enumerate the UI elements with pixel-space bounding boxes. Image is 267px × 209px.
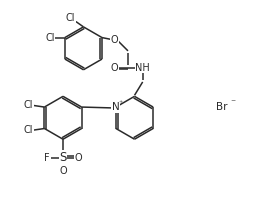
Text: O: O [59, 166, 67, 176]
Text: ⁻: ⁻ [231, 98, 236, 108]
Text: Cl: Cl [24, 125, 33, 135]
Text: O: O [111, 35, 119, 45]
Text: N: N [112, 102, 120, 112]
Text: Br: Br [216, 102, 227, 112]
Text: O: O [111, 63, 118, 73]
Text: Cl: Cl [45, 33, 55, 43]
Text: F: F [44, 153, 50, 163]
Text: S: S [59, 151, 67, 164]
Text: NH: NH [135, 63, 150, 73]
Text: ⁺: ⁺ [118, 99, 123, 108]
Text: Cl: Cl [66, 13, 75, 23]
Text: Cl: Cl [24, 100, 33, 110]
Text: O: O [74, 153, 82, 163]
